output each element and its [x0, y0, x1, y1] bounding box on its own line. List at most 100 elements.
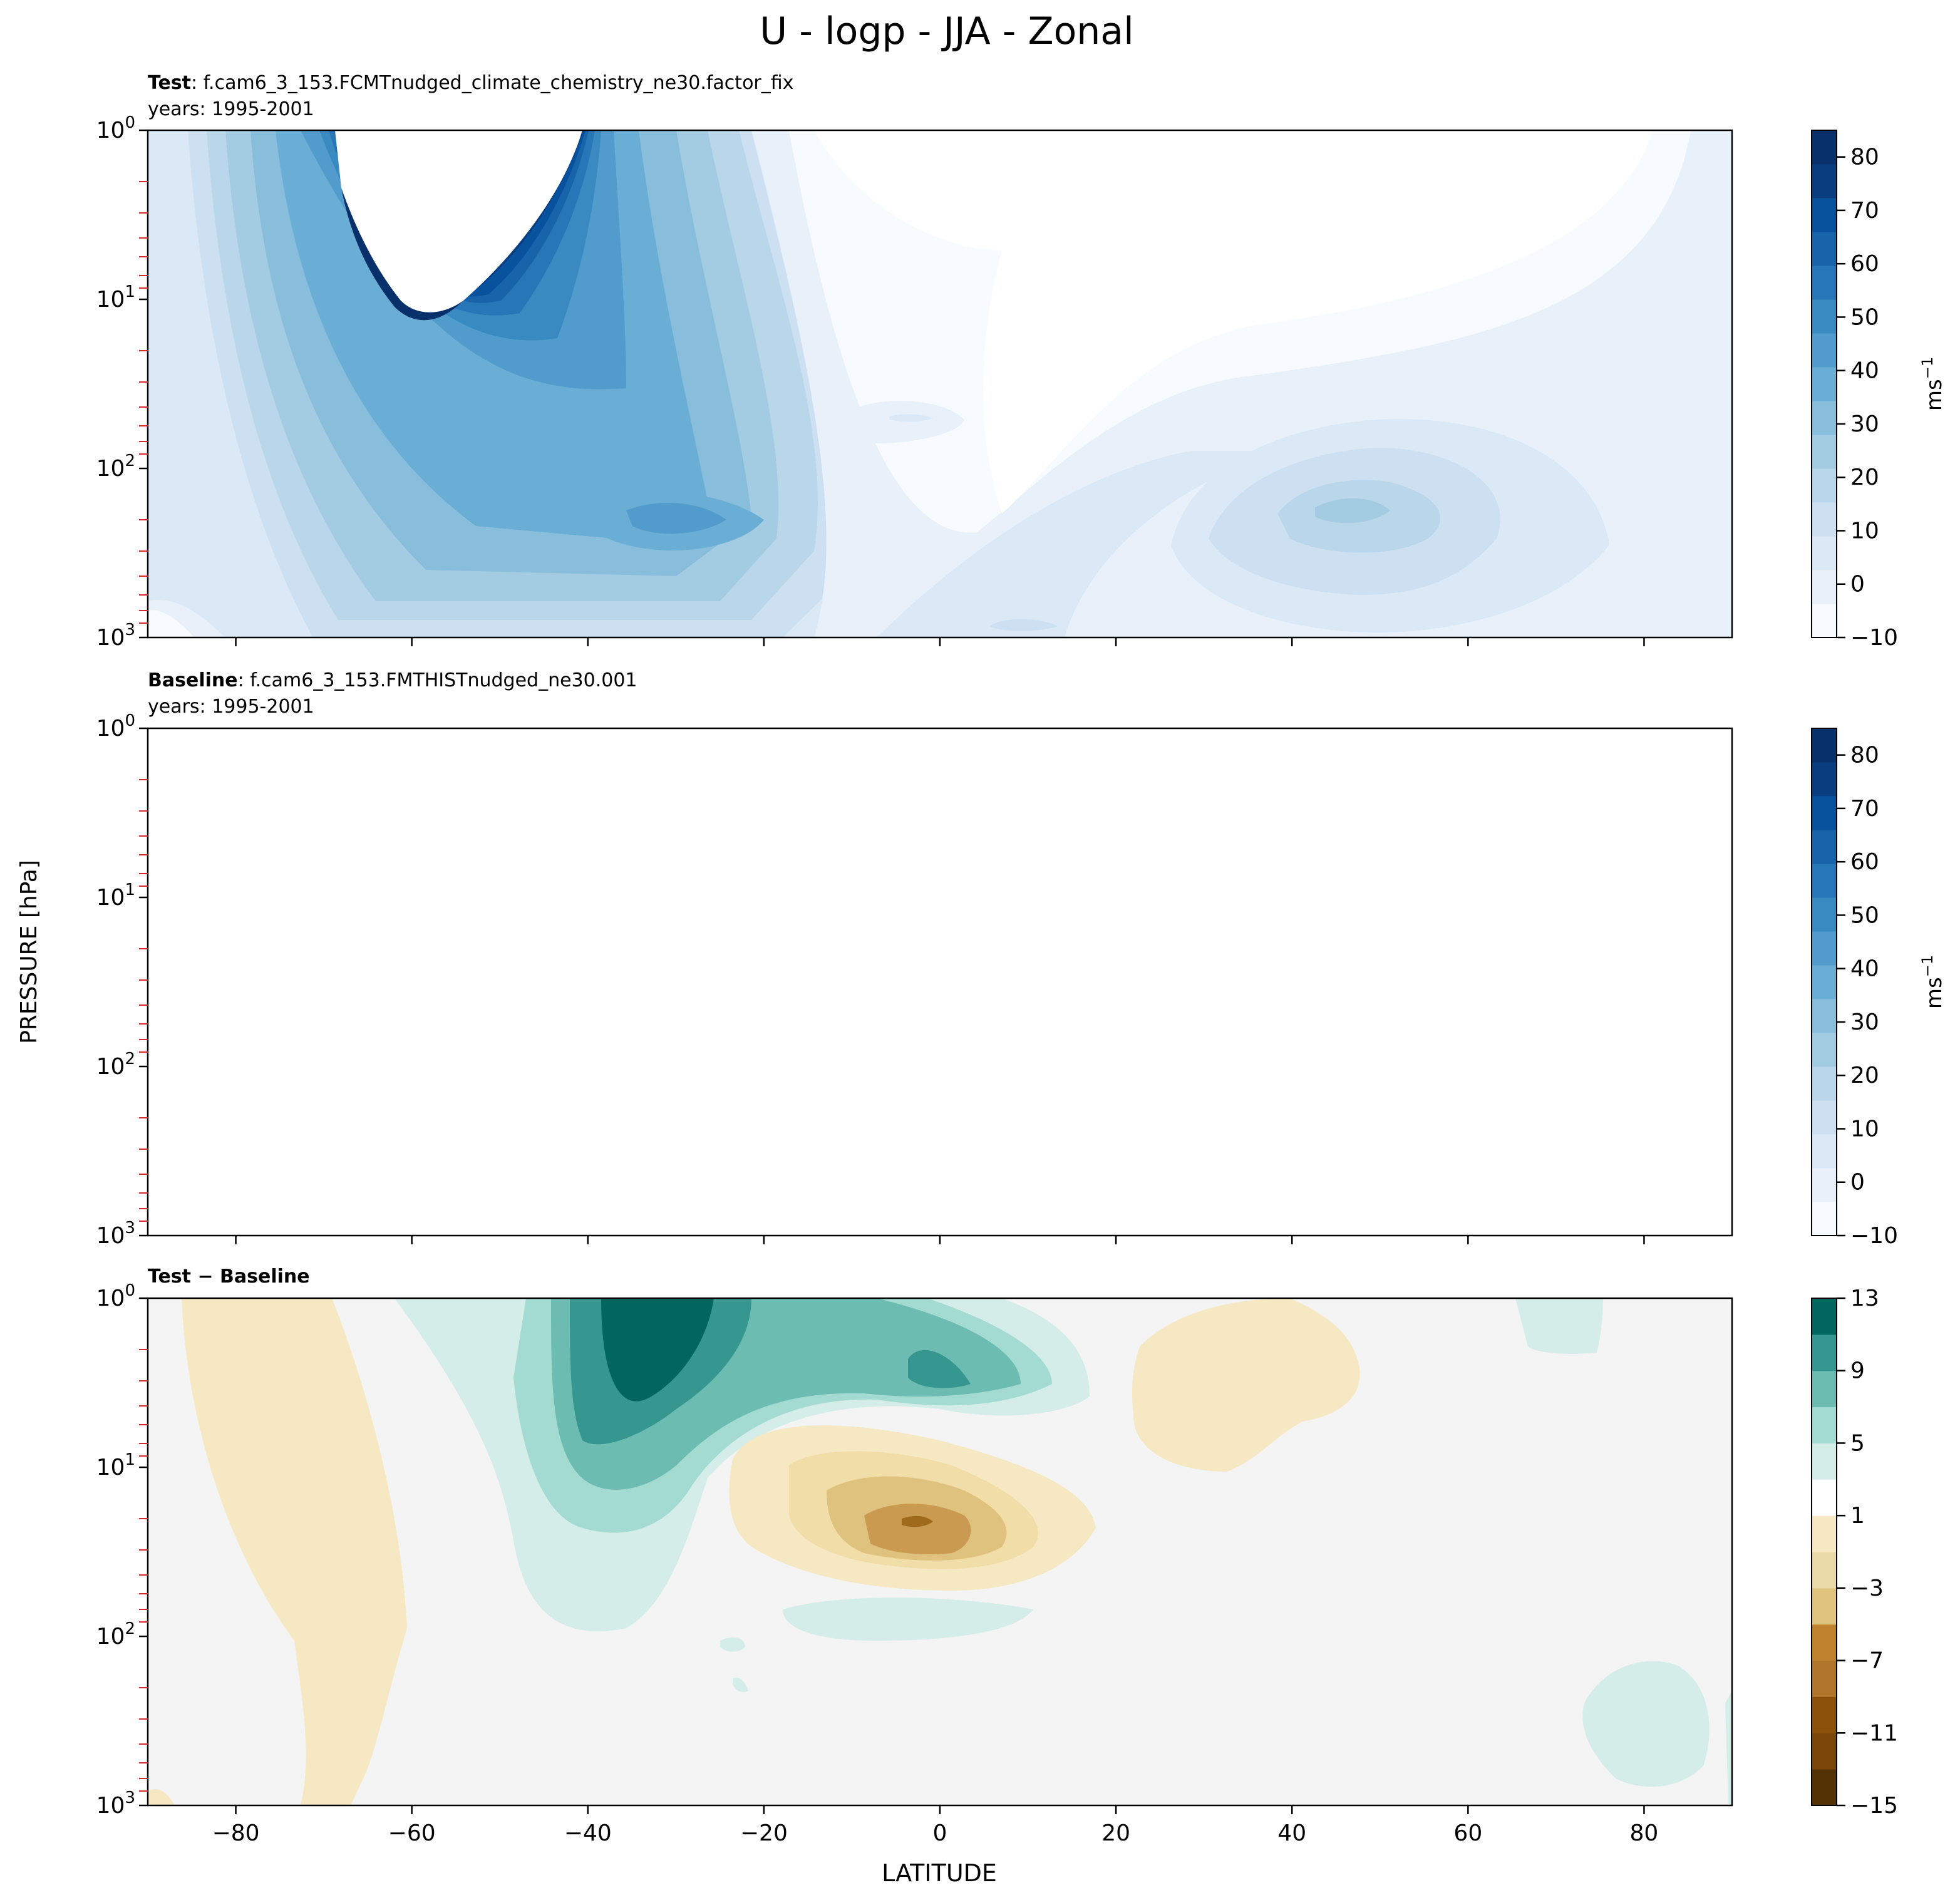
ytick-label: 102: [96, 1619, 135, 1650]
contour-surface-3: [989, 1217, 1058, 1229]
contour-nh-3: [1209, 1046, 1500, 1193]
colorbar-tick-label: 13: [1850, 1286, 1879, 1311]
colorbar-swatch: [1812, 1033, 1837, 1067]
panel-test: Test: f.cam6_3_153.FCMTnudged_climate_ch…: [96, 72, 1947, 651]
contour-pos-nh-bottom: [1582, 1661, 1710, 1787]
contour-nh-4: [1277, 1078, 1440, 1151]
colorbar-test-swatches: [1812, 130, 1837, 638]
panel-test-minor-ticks: [139, 181, 148, 624]
contour-core-edge: [341, 786, 463, 918]
colorbar-test-ticks: 80 70 60 50 40 30 20 10 0 −10: [1837, 145, 1898, 651]
colorbar-swatch: [1812, 536, 1837, 571]
contour-core: [335, 728, 570, 918]
xtick-label: 20: [1101, 1820, 1130, 1846]
colorbar-swatch: [1812, 468, 1837, 503]
colorbar-swatch: [1812, 728, 1837, 763]
colorbar-tick-label: 30: [1850, 1009, 1879, 1035]
ytick-label: 103: [96, 1789, 135, 1819]
colorbar-swatch: [1812, 762, 1837, 797]
colorbar-baseline-unit-exp: −1: [1919, 955, 1936, 977]
contour-surface-2: [148, 610, 194, 638]
colorbar-swatch: [1812, 299, 1837, 334]
xtick-label: 40: [1277, 1820, 1306, 1846]
contour-pos-edge: [1725, 1691, 1732, 1805]
panel-test-xticks: [235, 638, 1645, 646]
colorbar-swatch: [1812, 333, 1837, 368]
colorbar-tick-label: 20: [1850, 465, 1879, 490]
colorbar-swatch: [1812, 1298, 1837, 1335]
colorbar-tick-label: −10: [1850, 625, 1898, 651]
colorbar-swatch: [1812, 897, 1837, 932]
colorbar-tick-label: −10: [1850, 1223, 1898, 1249]
contour-sh-10: [329, 728, 595, 914]
colorbar-tick-label: 50: [1850, 902, 1879, 928]
contour-pos-6: [908, 1350, 971, 1388]
colorbar-swatch: [1812, 1407, 1837, 1443]
xtick-label: 0: [933, 1820, 947, 1846]
contour-sh-7: [626, 1101, 726, 1132]
colorbar-swatch: [1812, 604, 1837, 638]
panel-diff-label: Test − Baseline: [148, 1266, 310, 1288]
colorbar-tick-label: 60: [1850, 849, 1879, 875]
contour-sh-13: [339, 728, 584, 890]
panel-baseline-contours: [148, 728, 1732, 1236]
colorbar-swatch: [1812, 1515, 1837, 1552]
y-axis-label: PRESSURE [hPa]: [16, 860, 42, 1044]
panel-test-label-rest: : f.cam6_3_153.FCMTnudged_climate_chemis…: [191, 72, 793, 94]
contour-sh-2: [207, 728, 818, 1218]
contour-pos-band: [783, 1598, 1033, 1641]
colorbar-tick-label: −11: [1850, 1720, 1898, 1746]
contour-eq-1: [833, 401, 964, 444]
colorbar-swatch: [1812, 130, 1837, 165]
panel-test-yticks: 103 102 101 100: [96, 113, 148, 651]
colorbar-swatch: [1812, 1134, 1837, 1169]
xtick-label: −80: [212, 1820, 260, 1846]
colorbar-diff-swatches: [1812, 1298, 1837, 1806]
ytick-label: 101: [96, 880, 135, 911]
ytick-label: 102: [96, 452, 135, 482]
contour-white: [814, 130, 1653, 514]
contour-eq-2: [886, 1002, 936, 1019]
colorbar-swatch: [1812, 435, 1837, 469]
colorbar-tick-label: 0: [1850, 572, 1865, 597]
colorbar-swatch: [1812, 1624, 1837, 1661]
panel-diff: Test − Baseline: [96, 1266, 1898, 1846]
colorbar-tick-label: 60: [1850, 251, 1879, 277]
colorbar-tick-label: 70: [1850, 796, 1879, 822]
colorbar-tick-label: 80: [1850, 743, 1879, 768]
colorbar-swatch: [1812, 232, 1837, 266]
panel-baseline-label: Baseline: f.cam6_3_153.FMTHISTnudged_ne3…: [148, 669, 637, 691]
contour-nh-5: [1315, 1097, 1390, 1122]
colorbar-test-unit: ms−1: [1919, 357, 1947, 411]
colorbar-tick-label: 9: [1850, 1358, 1865, 1384]
contour-sh-11: [335, 728, 589, 901]
colorbar-swatch: [1812, 999, 1837, 1033]
contour-pos-nh-top: [1515, 1298, 1603, 1354]
colorbar-tick-label: 10: [1850, 1116, 1879, 1142]
contour-white: [827, 728, 1653, 1112]
colorbar-tick-label: 30: [1850, 411, 1879, 437]
xtick-label: 80: [1630, 1820, 1659, 1846]
contour-pos-5: [601, 1298, 714, 1402]
ytick-label: 101: [96, 282, 135, 312]
contour-neg-5: [902, 1515, 933, 1527]
contour-surface-2: [148, 1208, 194, 1236]
colorbar-swatch: [1812, 570, 1837, 604]
colorbar-tick-label: 80: [1850, 145, 1879, 170]
panel-diff-contours: [148, 1298, 1732, 1805]
colorbar-swatch: [1812, 830, 1837, 864]
panel-baseline-xticks: [235, 1236, 1645, 1244]
colorbar-swatch: [1812, 401, 1837, 435]
figure-title: U - logp - JJA - Zonal: [760, 9, 1134, 53]
contour-surface-3: [989, 619, 1058, 631]
ytick-label: 102: [96, 1050, 135, 1080]
colorbar-test-unit-exp: −1: [1919, 357, 1936, 379]
contour-neg-4: [864, 1504, 971, 1554]
colorbar-baseline-frame: [1811, 728, 1837, 1236]
contour-core-edge: [341, 188, 463, 321]
contour-surface-1: [148, 1198, 225, 1236]
colorbar-swatch: [1812, 1479, 1837, 1516]
contour-sh-6: [589, 1088, 764, 1149]
panel-baseline: Baseline: f.cam6_3_153.FMTHISTnudged_ne3…: [96, 669, 1947, 1249]
colorbar-tick-label: 0: [1850, 1170, 1865, 1195]
